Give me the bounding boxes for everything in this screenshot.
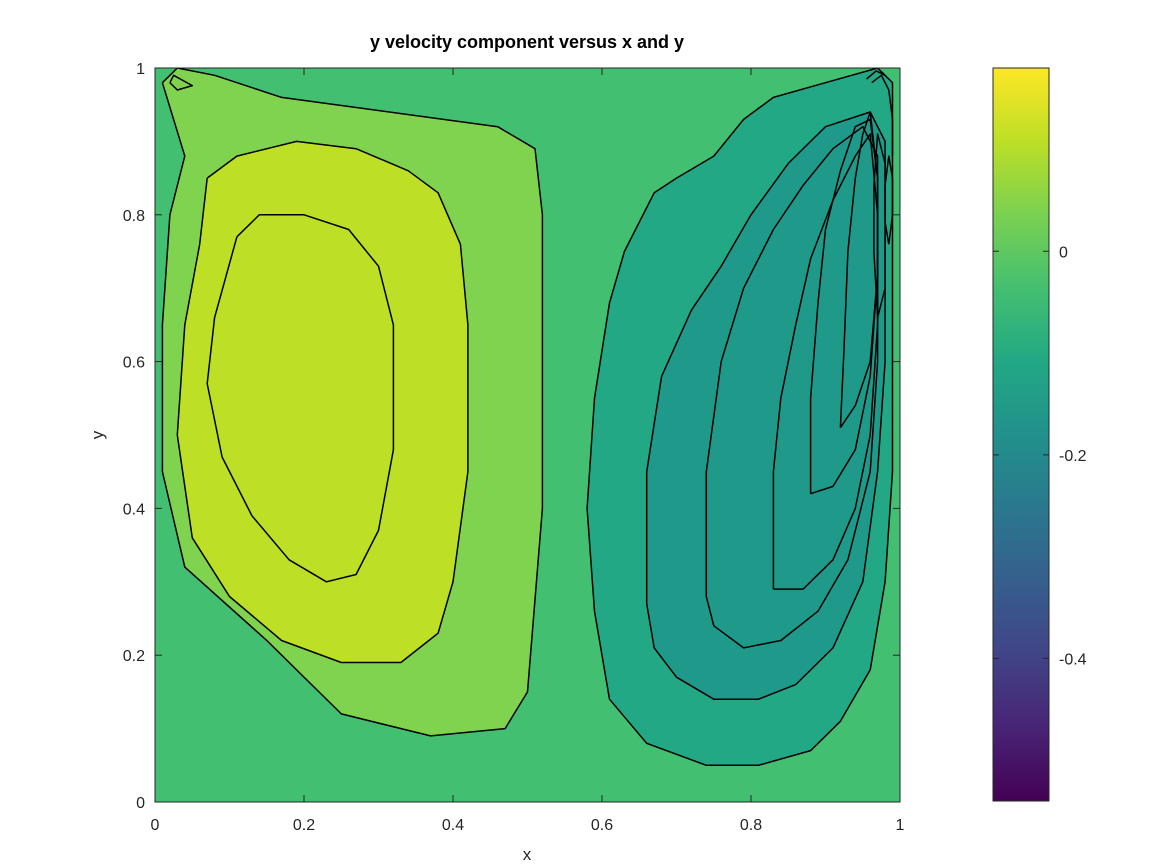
- plot-area: [155, 68, 900, 802]
- contour-neg-4: [772, 133, 879, 590]
- x-tick-label: 1: [896, 817, 905, 834]
- y-tick-label: 0.6: [123, 355, 145, 372]
- contour-regions: [162, 68, 893, 766]
- contour-neg-6: [839, 111, 879, 429]
- y-tick-label: 1: [136, 61, 145, 78]
- chart-title: y velocity component versus x and y: [370, 32, 684, 52]
- x-tick-label: 0.2: [293, 817, 315, 834]
- colorbar-tick-label: 0: [1059, 244, 1068, 261]
- x-tick-label: 0: [151, 817, 160, 834]
- contour-region-positive-mid: [177, 141, 468, 663]
- contour-pos-2: [176, 140, 469, 664]
- colorbar-tick-label: -0.4: [1059, 651, 1087, 668]
- contour-corner: [169, 74, 194, 91]
- y-tick-label: 0.4: [123, 501, 145, 518]
- colorbar-ticks: 0 -0.2 -0.4: [993, 244, 1087, 668]
- contour-lines: [161, 68, 894, 767]
- x-tick-label: 0.8: [740, 817, 762, 834]
- x-axis-ticks: 0 0.2 0.4 0.6 0.8 1: [151, 68, 905, 834]
- plot-frame: [154, 67, 901, 803]
- contour-pos-1: [161, 68, 544, 737]
- y-axis-ticks: 0 0.2 0.4 0.6 0.8 1: [123, 61, 900, 812]
- contour-neg-7: [873, 133, 886, 318]
- contour-pos-3: [206, 214, 395, 583]
- colorbar: 0 -0.2 -0.4: [992, 67, 1087, 802]
- colorbar-gradient: [992, 67, 1050, 802]
- x-tick-label: 0.6: [591, 817, 613, 834]
- contour-neg-5: [809, 118, 879, 495]
- y-tick-label: 0: [136, 795, 145, 812]
- contour-neg-9: [871, 74, 894, 157]
- y-tick-label: 0.8: [123, 208, 145, 225]
- x-tick-label: 0.4: [442, 817, 464, 834]
- contour-neg-10: [866, 70, 886, 80]
- y-tick-label: 0.2: [123, 648, 145, 665]
- y-axis-label: y: [88, 430, 107, 439]
- colorbar-tick-label: -0.2: [1059, 448, 1087, 465]
- x-axis-label: x: [523, 845, 532, 864]
- contour-neg-8: [884, 155, 894, 245]
